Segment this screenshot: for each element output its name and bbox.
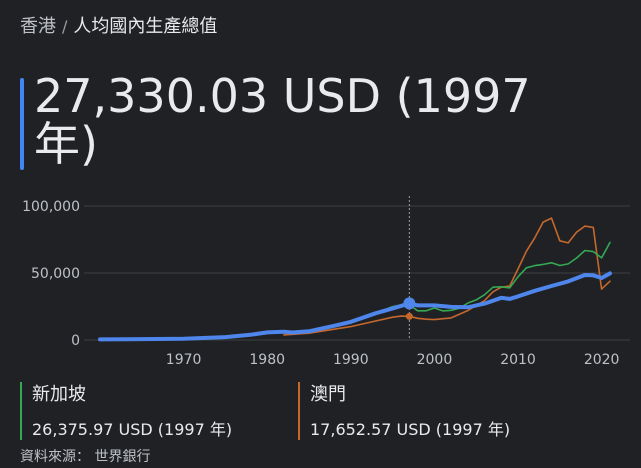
legend-singapore-value: 26,375.97 USD (1997 年) — [32, 420, 233, 439]
legend-macau-value: 17,652.57 USD (1997 年) — [310, 420, 511, 439]
breadcrumb-region[interactable]: 香港 — [20, 16, 56, 37]
breadcrumb-separator: / — [62, 17, 68, 36]
x-tick-label: 1980 — [249, 352, 285, 368]
source-note: 資料來源： 世界銀行 — [20, 449, 151, 465]
headline-accent-bar — [20, 78, 24, 170]
legend-singapore-swatch — [20, 382, 22, 440]
headline-value: 27,330.03 USD (1997 年) — [34, 69, 531, 171]
x-tick-label: 2000 — [417, 352, 453, 368]
hong-kong-1997-marker — [403, 297, 416, 310]
y-tick-label: 50,000 — [31, 266, 80, 282]
headline: 27,330.03 USD (1997 年) — [20, 72, 620, 172]
macau-1997-marker — [405, 312, 413, 320]
legend-macau-swatch — [298, 382, 300, 440]
breadcrumb-metric: 人均國內生產總值 — [73, 16, 218, 37]
breadcrumb: 香港 / 人均國內生產總值 — [20, 12, 217, 38]
x-tick-label: 1990 — [333, 352, 369, 368]
x-tick-label: 2020 — [584, 352, 620, 368]
gdp-per-capita-chart[interactable]: 100,000 50,000 0 1970 1980 1990 2000 2010 2020 — [0, 188, 641, 376]
legend-macau-name: 澳門 — [310, 384, 346, 405]
x-tick-label: 1970 — [166, 352, 202, 368]
x-tick-label: 2010 — [500, 352, 536, 368]
series-line-macau — [283, 217, 611, 336]
y-tick-label: 0 — [71, 333, 80, 349]
series-line-hong-kong — [98, 271, 612, 342]
legend-singapore-name: 新加坡 — [32, 384, 86, 405]
y-tick-label: 100,000 — [22, 199, 80, 215]
